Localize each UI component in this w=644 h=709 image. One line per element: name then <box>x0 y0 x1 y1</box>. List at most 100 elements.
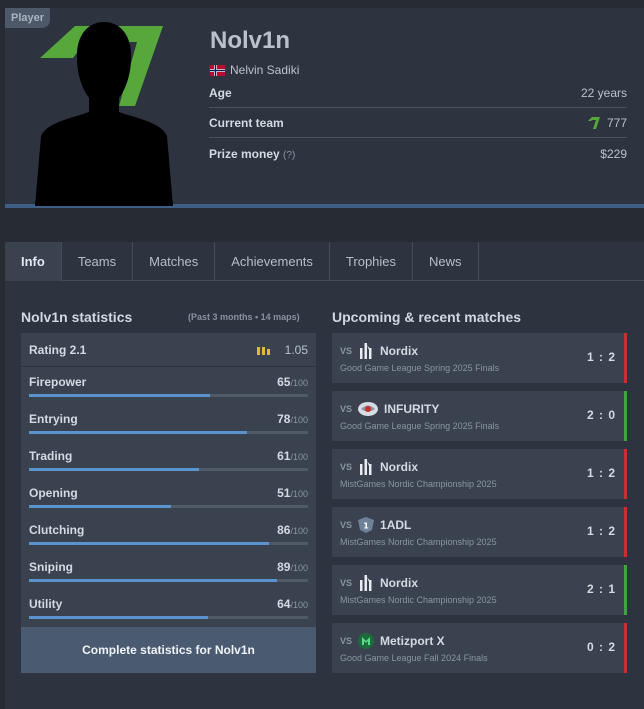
match-result-indicator <box>624 391 627 441</box>
tab-news[interactable]: News <box>413 242 479 281</box>
statistics-title: Nolv1n statistics <box>21 309 133 325</box>
stat-value: 51/100 <box>277 486 308 500</box>
stat-bar-track <box>29 468 308 471</box>
tab-trophies[interactable]: Trophies <box>330 242 414 281</box>
match-card[interactable]: VS Nordix MistGames Nordic Championship 20… <box>332 449 627 499</box>
tab-teams[interactable]: Teams <box>62 242 134 281</box>
tab-achievements[interactable]: Achievements <box>215 242 330 281</box>
stat-bar-track <box>29 542 308 545</box>
match-card[interactable]: VS Nordix Good Game League Spring 2025 Fin… <box>332 333 627 383</box>
player-profile-card: Player Nolv1n Nelvin Sadiki Age 22 years… <box>5 8 644 208</box>
match-result-indicator <box>624 333 627 383</box>
opponent-name: Nordix <box>380 344 419 358</box>
current-team-link[interactable]: 777 <box>587 116 627 130</box>
match-opponent: VS INFURITY <box>340 399 439 419</box>
match-score: 1 : 2 <box>586 466 616 480</box>
stat-value: 89/100 <box>277 560 308 574</box>
stat-bar-track <box>29 394 308 397</box>
stat-bar-fill <box>29 468 200 471</box>
stat-bar-fill <box>29 431 247 434</box>
stat-label: Sniping <box>29 560 73 574</box>
stat-bar-fill <box>29 394 211 397</box>
match-event: MistGames Nordic Championship 2025 <box>340 537 497 547</box>
match-score: 2 : 0 <box>586 408 616 422</box>
team-logo-icon <box>40 26 163 106</box>
stat-label: Utility <box>29 597 63 611</box>
current-team-name: 777 <box>606 115 627 130</box>
match-event: MistGames Nordic Championship 2025 <box>340 479 497 489</box>
match-card[interactable]: VS Metizport X Good Game League Fall 2024 … <box>332 623 627 673</box>
stat-row: Firepower 65/100 <box>29 371 308 401</box>
match-opponent: VS Nordix <box>340 573 418 593</box>
match-card[interactable]: VS 1 1ADL MistGames Nordic Championship 202… <box>332 507 627 557</box>
statistics-box: Rating 2.1 1.05 Firepower 65/100 Entrying 7… <box>21 333 316 673</box>
vs-label: VS <box>340 462 353 472</box>
match-score: 2 : 1 <box>586 582 616 596</box>
opponent-name: Nordix <box>380 576 419 590</box>
stat-row: Trading 61/100 <box>29 445 308 475</box>
player-real-name: Nelvin Sadiki <box>230 63 300 77</box>
complete-statistics-button[interactable]: Complete statistics for Nolv1n <box>21 627 316 673</box>
matches-title: Upcoming & recent matches <box>332 309 522 325</box>
match-result-indicator <box>624 449 627 499</box>
opponent-name: Metizport X <box>380 634 445 648</box>
profile-tabs: Info Teams Matches Achievements Trophies… <box>5 242 644 281</box>
match-card[interactable]: VS Nordix MistGames Nordic Championship 20… <box>332 565 627 615</box>
statistics-period: (Past 3 months • 14 maps) <box>188 312 300 322</box>
match-score: 0 : 2 <box>586 640 616 654</box>
stat-value: 64/100 <box>277 597 308 611</box>
age-row: Age 22 years <box>209 78 627 108</box>
nordix-logo-icon <box>357 458 375 476</box>
1adl-logo-icon: 1 <box>357 516 375 534</box>
stat-value: 86/100 <box>277 523 308 537</box>
vs-label: VS <box>340 578 353 588</box>
stat-label: Firepower <box>29 375 87 389</box>
prize-money-label-text: Prize money <box>209 147 280 161</box>
stat-row: Opening 51/100 <box>29 482 308 512</box>
team-logo-small-icon <box>587 116 600 129</box>
stat-bar-fill <box>29 616 208 619</box>
stat-bar-track <box>29 616 308 619</box>
rating-bars-icon <box>256 346 270 355</box>
stat-bar-fill <box>29 579 278 582</box>
match-score: 1 : 2 <box>586 350 616 364</box>
stat-label: Clutching <box>29 523 85 537</box>
match-event: Good Game League Spring 2025 Finals <box>340 421 500 431</box>
stat-row: Sniping 89/100 <box>29 556 308 586</box>
profile-content-panel: Info Teams Matches Achievements Trophies… <box>5 242 644 709</box>
age-label: Age <box>209 85 232 100</box>
age-value: 22 years <box>580 85 627 100</box>
nordix-logo-icon <box>357 342 375 360</box>
tab-info[interactable]: Info <box>5 242 62 281</box>
opponent-name: INFURITY <box>384 402 440 416</box>
match-result-indicator <box>624 623 627 673</box>
nordix-logo-icon <box>357 574 375 592</box>
svg-text:1: 1 <box>363 522 369 531</box>
opponent-name: Nordix <box>380 460 419 474</box>
player-nickname: Nolv1n <box>210 27 291 54</box>
stat-label: Entrying <box>29 412 78 426</box>
player-real-name-row: Nelvin Sadiki <box>209 63 299 77</box>
prize-money-value: $229 <box>600 147 627 161</box>
tab-matches[interactable]: Matches <box>133 242 216 281</box>
match-opponent: VS Nordix <box>340 457 418 477</box>
stat-row: Entrying 78/100 <box>29 408 308 438</box>
opponent-name: 1ADL <box>380 518 412 532</box>
stat-bar-track <box>29 505 308 508</box>
stat-row: Utility 64/100 <box>29 593 308 623</box>
stat-bar-track <box>29 579 308 582</box>
rating-row: Rating 2.1 1.05 <box>21 333 316 367</box>
current-team-label: Current team <box>209 115 284 130</box>
metizport-logo-icon <box>357 632 375 650</box>
stat-bar-fill <box>29 542 269 545</box>
prize-help-icon[interactable]: (?) <box>283 150 296 161</box>
match-card[interactable]: VS INFURITY Good Game League Spring 2025 F… <box>332 391 627 441</box>
stat-value: 65/100 <box>277 375 308 389</box>
vs-label: VS <box>340 346 353 356</box>
stat-bar-fill <box>29 505 172 508</box>
match-opponent: VS Metizport X <box>340 631 445 651</box>
prize-money-row: Prize money (?) $229 <box>209 139 627 169</box>
current-team-row: Current team 777 <box>209 108 627 138</box>
stat-label: Trading <box>29 449 73 463</box>
player-badge: Player <box>5 8 51 28</box>
